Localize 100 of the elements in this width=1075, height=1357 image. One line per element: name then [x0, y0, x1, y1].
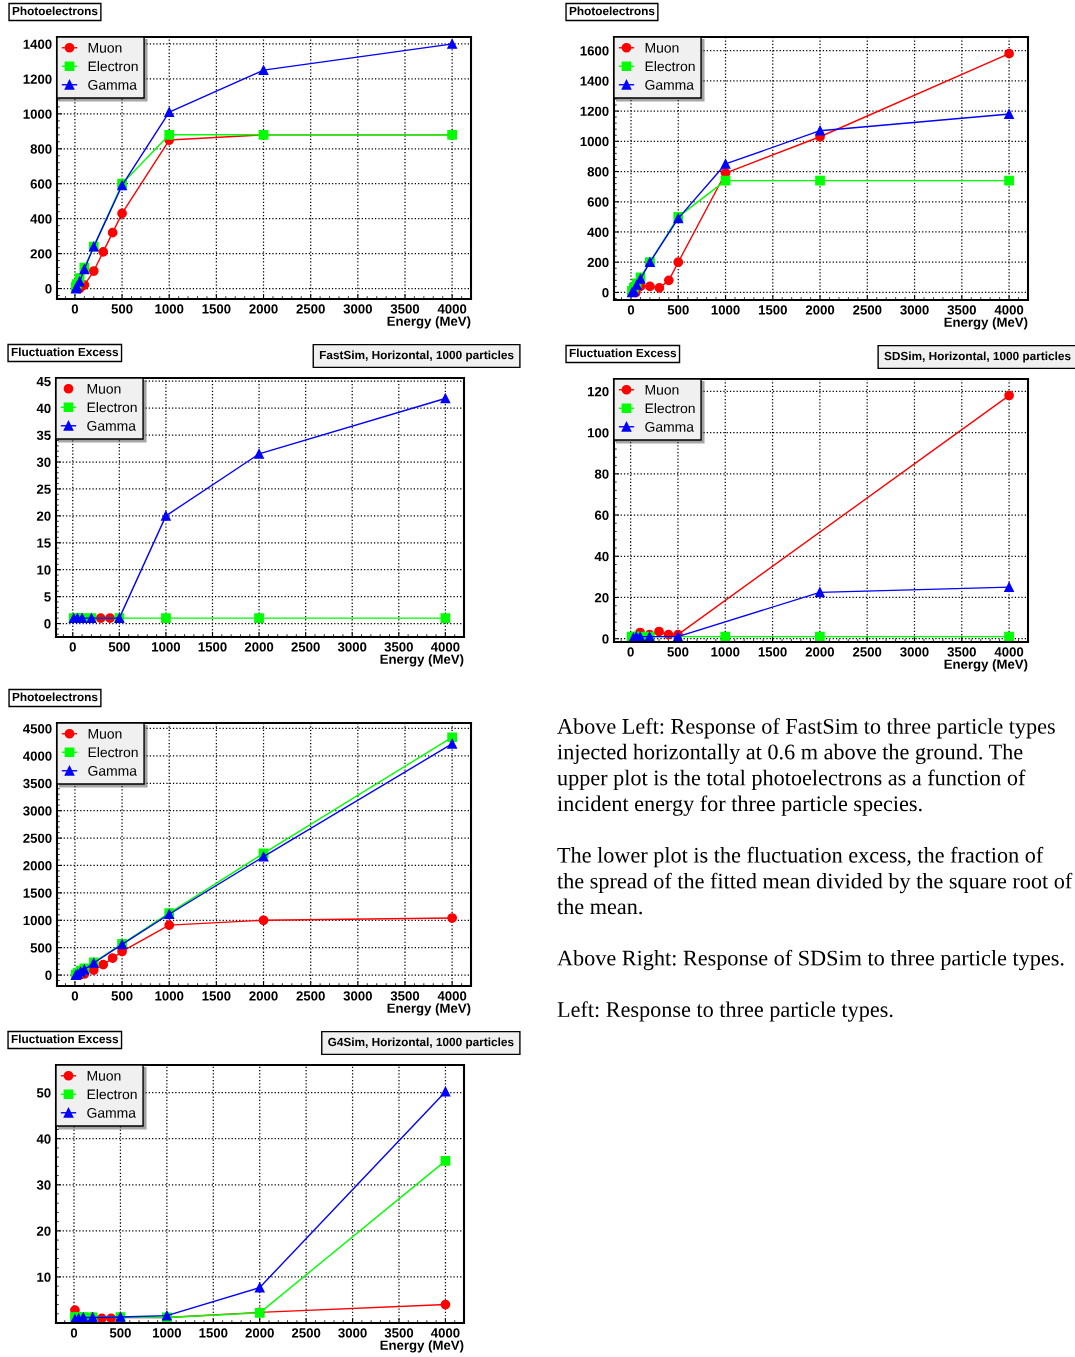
y-tick-label: 80	[594, 469, 609, 479]
legend-label: Electron	[87, 1089, 137, 1100]
y-tick-label: 100	[587, 428, 609, 438]
y-tick-label: 5	[44, 592, 51, 602]
chart-subtitle: FastSim, Horizontal, 1000 particles	[319, 350, 514, 362]
x-tick-label: 2500	[296, 991, 325, 1001]
x-tick-label: 0	[70, 1328, 78, 1338]
x-tick-label: 1500	[758, 305, 787, 315]
y-tick-label: 3000	[23, 806, 52, 816]
legend-label: Electron	[645, 61, 695, 72]
chart-title: Photoelectrons	[12, 692, 98, 702]
x-tick-label: 2500	[296, 304, 325, 314]
x-tick-label: 1500	[202, 304, 231, 314]
y-tick-label: 45	[36, 376, 51, 387]
x-tick-label: 3500	[384, 642, 413, 652]
y-tick-label: 600	[30, 179, 52, 189]
y-tick-label: 60	[594, 510, 609, 520]
y-tick-label: 2000	[23, 861, 52, 871]
legend-label: Gamma	[87, 1107, 136, 1118]
legend-label: Gamma	[645, 421, 694, 432]
legend-label: Electron	[87, 402, 137, 413]
x-tick-label: 4000	[430, 1328, 460, 1338]
x-tick-label: 500	[667, 647, 689, 657]
y-tick-label: 20	[594, 593, 609, 603]
x-tick-label: 2000	[245, 1328, 274, 1338]
chart-title: Photoelectrons	[569, 6, 655, 16]
y-tick-label: 0	[45, 284, 52, 294]
x-tick-label: 2000	[244, 642, 274, 652]
y-tick-label: 1400	[580, 76, 609, 86]
y-tick-label: 0	[602, 288, 609, 298]
chart-title: Fluctuation Excess	[11, 1034, 119, 1044]
legend-label: Gamma	[88, 765, 137, 776]
x-tick-label: 2500	[291, 642, 320, 652]
y-tick-label: 25	[36, 484, 51, 494]
x-tick-label: 2500	[291, 1328, 321, 1338]
x-tick-label: 500	[111, 991, 133, 1001]
legend-label: Electron	[645, 403, 695, 414]
x-axis-title: Energy (MeV)	[387, 1003, 471, 1016]
y-tick-label: 3500	[23, 778, 52, 789]
y-tick-label: 1200	[23, 74, 52, 84]
x-tick-label: 1000	[152, 642, 181, 652]
x-tick-label: 3000	[338, 1328, 367, 1338]
x-tick-label: 2000	[249, 304, 278, 314]
y-tick-label: 1000	[23, 915, 52, 926]
y-tick-label: 20	[36, 511, 51, 521]
legend-label: Muon	[88, 729, 122, 739]
legend-label: Muon	[87, 1071, 121, 1081]
y-tick-label: 10	[37, 1272, 51, 1282]
y-tick-label: 30	[36, 457, 51, 467]
text: Above Right: Response of SDSim to three particle types.	[557, 949, 1064, 971]
x-tick-label: 4000	[994, 647, 1024, 657]
x-tick-label: 500	[108, 642, 130, 652]
legend-label: Gamma	[87, 420, 136, 431]
x-tick-label: 2000	[805, 305, 835, 315]
x-tick-label: 3500	[390, 304, 420, 314]
x-tick-label: 3000	[343, 304, 372, 314]
y-tick-label: 0	[44, 619, 51, 629]
chart-title: Fluctuation Excess	[11, 347, 119, 357]
y-tick-label: 30	[36, 1180, 51, 1190]
chart-title: Photoelectrons	[12, 6, 98, 16]
legend-label: Muon	[88, 43, 122, 53]
x-tick-label: 500	[667, 305, 689, 315]
chart-title: Fluctuation Excess	[569, 348, 677, 358]
x-tick-label: 1500	[199, 1328, 228, 1338]
x-tick-label: 3000	[900, 647, 929, 657]
x-tick-label: 500	[111, 304, 133, 314]
x-tick-label: 0	[627, 647, 634, 657]
x-tick-label: 0	[71, 304, 79, 314]
x-axis-title: Energy (MeV)	[944, 317, 1028, 330]
x-tick-label: 0	[71, 991, 79, 1001]
y-tick-label: 15	[37, 538, 51, 548]
y-tick-label: 40	[36, 403, 51, 414]
x-axis-title: Energy (MeV)	[387, 316, 471, 329]
y-tick-label: 1500	[23, 888, 52, 898]
x-tick-label: 4000	[437, 304, 467, 314]
chart-subtitle: G4Sim, Horizontal, 1000 particles	[328, 1037, 514, 1049]
x-tick-label: 500	[109, 1328, 131, 1338]
y-tick-label: 1600	[580, 46, 609, 56]
y-tick-label: 800	[587, 167, 609, 177]
y-tick-label: 50	[36, 1088, 51, 1098]
y-tick-label: 1000	[580, 136, 609, 147]
y-tick-label: 1200	[580, 106, 609, 116]
x-tick-label: 0	[69, 642, 76, 652]
x-tick-label: 1000	[155, 991, 184, 1001]
x-tick-label: 3500	[947, 647, 976, 657]
y-tick-label: 1000	[23, 109, 52, 119]
x-tick-label: 1000	[153, 1328, 181, 1338]
x-tick-label: 3500	[390, 991, 420, 1001]
y-tick-label: 400	[587, 227, 609, 237]
x-tick-label: 2000	[805, 647, 834, 657]
x-tick-label: 0	[627, 305, 635, 315]
x-tick-label: 3000	[337, 642, 367, 652]
x-tick-label: 2500	[852, 647, 882, 657]
x-tick-label: 1000	[711, 647, 740, 657]
x-tick-label: 2500	[853, 305, 882, 315]
legend-label: Muon	[645, 385, 679, 395]
x-tick-label: 1000	[711, 305, 740, 315]
y-tick-label: 500	[30, 943, 52, 953]
x-tick-label: 1500	[198, 642, 227, 652]
text: The lower plot is the fluctuation excess, the fraction of the spread of the fitted mean divided by the square root of the mean.	[557, 846, 1073, 915]
